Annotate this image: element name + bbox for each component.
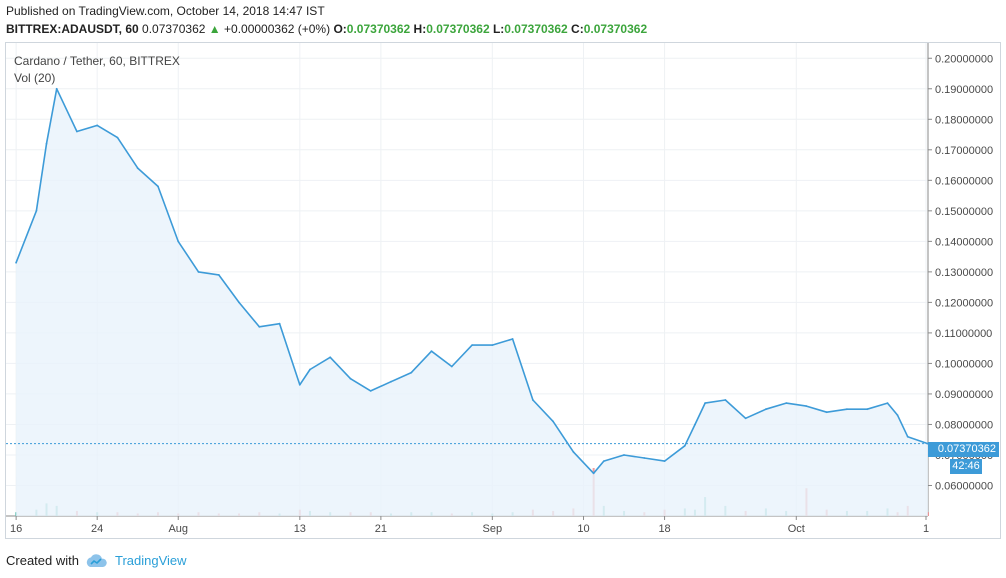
price-point (45, 142, 48, 145)
price-point (704, 402, 706, 404)
price-point (552, 420, 554, 423)
price-point (136, 167, 139, 170)
chart-frame (5, 42, 1001, 539)
tradingview-brand[interactable]: TradingView (114, 553, 187, 568)
price-point (572, 451, 575, 453)
price-point (278, 322, 281, 325)
high-value: 0.07370362 (426, 22, 490, 36)
price-point (55, 87, 58, 90)
price-point (825, 411, 828, 414)
volume-legend: Vol (20) (14, 71, 56, 85)
price-point (450, 365, 453, 368)
x-tick-label: 1 (923, 523, 929, 535)
bar-countdown-tag: 42:46 (950, 459, 982, 474)
y-tick-label: 0.20000000 (935, 53, 993, 65)
price-series-line (15, 88, 929, 475)
y-tick-label: 0.08000000 (935, 419, 993, 431)
x-tick-label: 21 (375, 523, 387, 535)
price-point (532, 399, 534, 401)
price-point (157, 185, 159, 188)
y-tick-label: 0.12000000 (935, 297, 993, 309)
price-point (76, 130, 78, 133)
price-point (258, 325, 261, 328)
low-label: L: (492, 22, 505, 36)
x-tick-label: Oct (788, 523, 805, 535)
price-point (906, 435, 909, 438)
created-with-label: Created with (6, 553, 79, 568)
symbol-info-row: BITTREX:ADAUSDT, 60 0.07370362 ▲ +0.0000… (6, 22, 647, 36)
y-tick-label: 0.16000000 (935, 175, 993, 187)
y-tick-label: 0.11000000 (935, 328, 992, 340)
close-label: C: (571, 22, 584, 36)
price-point (430, 350, 433, 353)
symbol-label: BITTREX:ADAUSDT, 60 (6, 22, 139, 36)
price-point (602, 460, 605, 462)
price-point (116, 136, 119, 139)
price-point (491, 344, 494, 346)
tradingview-cloud-icon (86, 553, 107, 567)
price-point (410, 371, 413, 374)
open-value: 0.07370362 (346, 22, 411, 36)
price-point (643, 457, 646, 459)
price-point (15, 261, 17, 264)
price-point (805, 405, 808, 407)
price-point (197, 271, 200, 273)
close-value: 0.07370362 (583, 22, 648, 36)
published-note: Published on TradingView.com, October 14… (6, 4, 325, 18)
high-label: H: (413, 22, 427, 36)
x-tick-label: 10 (577, 523, 589, 535)
open-label: O: (333, 22, 347, 36)
price-point (765, 408, 767, 411)
x-tick-label: Aug (168, 523, 188, 535)
price-point (96, 124, 99, 127)
y-tick-label: 0.19000000 (935, 84, 993, 96)
chart-legend-title: Cardano / Tether, 60, BITTREX (14, 54, 180, 68)
price-point (744, 417, 747, 420)
price-point (369, 390, 372, 392)
y-tick-label: 0.18000000 (935, 114, 993, 126)
price-point (592, 472, 595, 475)
price-point (846, 408, 848, 411)
y-tick-label: 0.09000000 (935, 389, 993, 401)
price-point (177, 240, 180, 243)
y-tick-label: 0.06000000 (935, 480, 993, 492)
price-point (217, 274, 220, 276)
x-tick-label: 18 (658, 523, 670, 535)
y-tick-label: 0.10000000 (935, 358, 993, 370)
price-point (390, 380, 392, 383)
footer: Created with TradingView (6, 553, 187, 568)
x-tick-label: 24 (91, 523, 103, 535)
price-point (511, 338, 514, 340)
price-point (349, 377, 352, 380)
y-tick-label: 0.15000000 (935, 206, 993, 218)
price-point (298, 383, 301, 386)
x-tick-label: 16 (10, 523, 22, 535)
price-point (663, 460, 666, 462)
price-point (238, 301, 240, 304)
price-point (329, 356, 332, 359)
price-point (785, 402, 788, 404)
last-price: 0.07370362 (142, 22, 206, 36)
x-tick-label: Sep (483, 523, 503, 535)
price-point (623, 454, 625, 456)
price-point (866, 408, 869, 411)
price-point (694, 423, 696, 426)
price-point (309, 368, 311, 371)
x-tick-label: 13 (294, 523, 306, 535)
low-value: 0.07370362 (504, 22, 568, 36)
price-point (35, 209, 38, 212)
y-tick-label: 0.14000000 (935, 236, 993, 248)
price-area-fill (16, 88, 929, 517)
price-point (683, 444, 686, 447)
y-tick-label: 0.17000000 (935, 145, 993, 157)
price-change: +0.00000362 (+0%) (224, 22, 331, 36)
price-point (886, 402, 889, 404)
current-price-tag: 0.07370362 (928, 442, 999, 457)
up-arrow-icon: ▲ (208, 22, 221, 36)
price-point (896, 414, 899, 417)
price-point (724, 399, 727, 401)
y-tick-label: 0.13000000 (935, 267, 993, 279)
price-point (471, 344, 473, 346)
